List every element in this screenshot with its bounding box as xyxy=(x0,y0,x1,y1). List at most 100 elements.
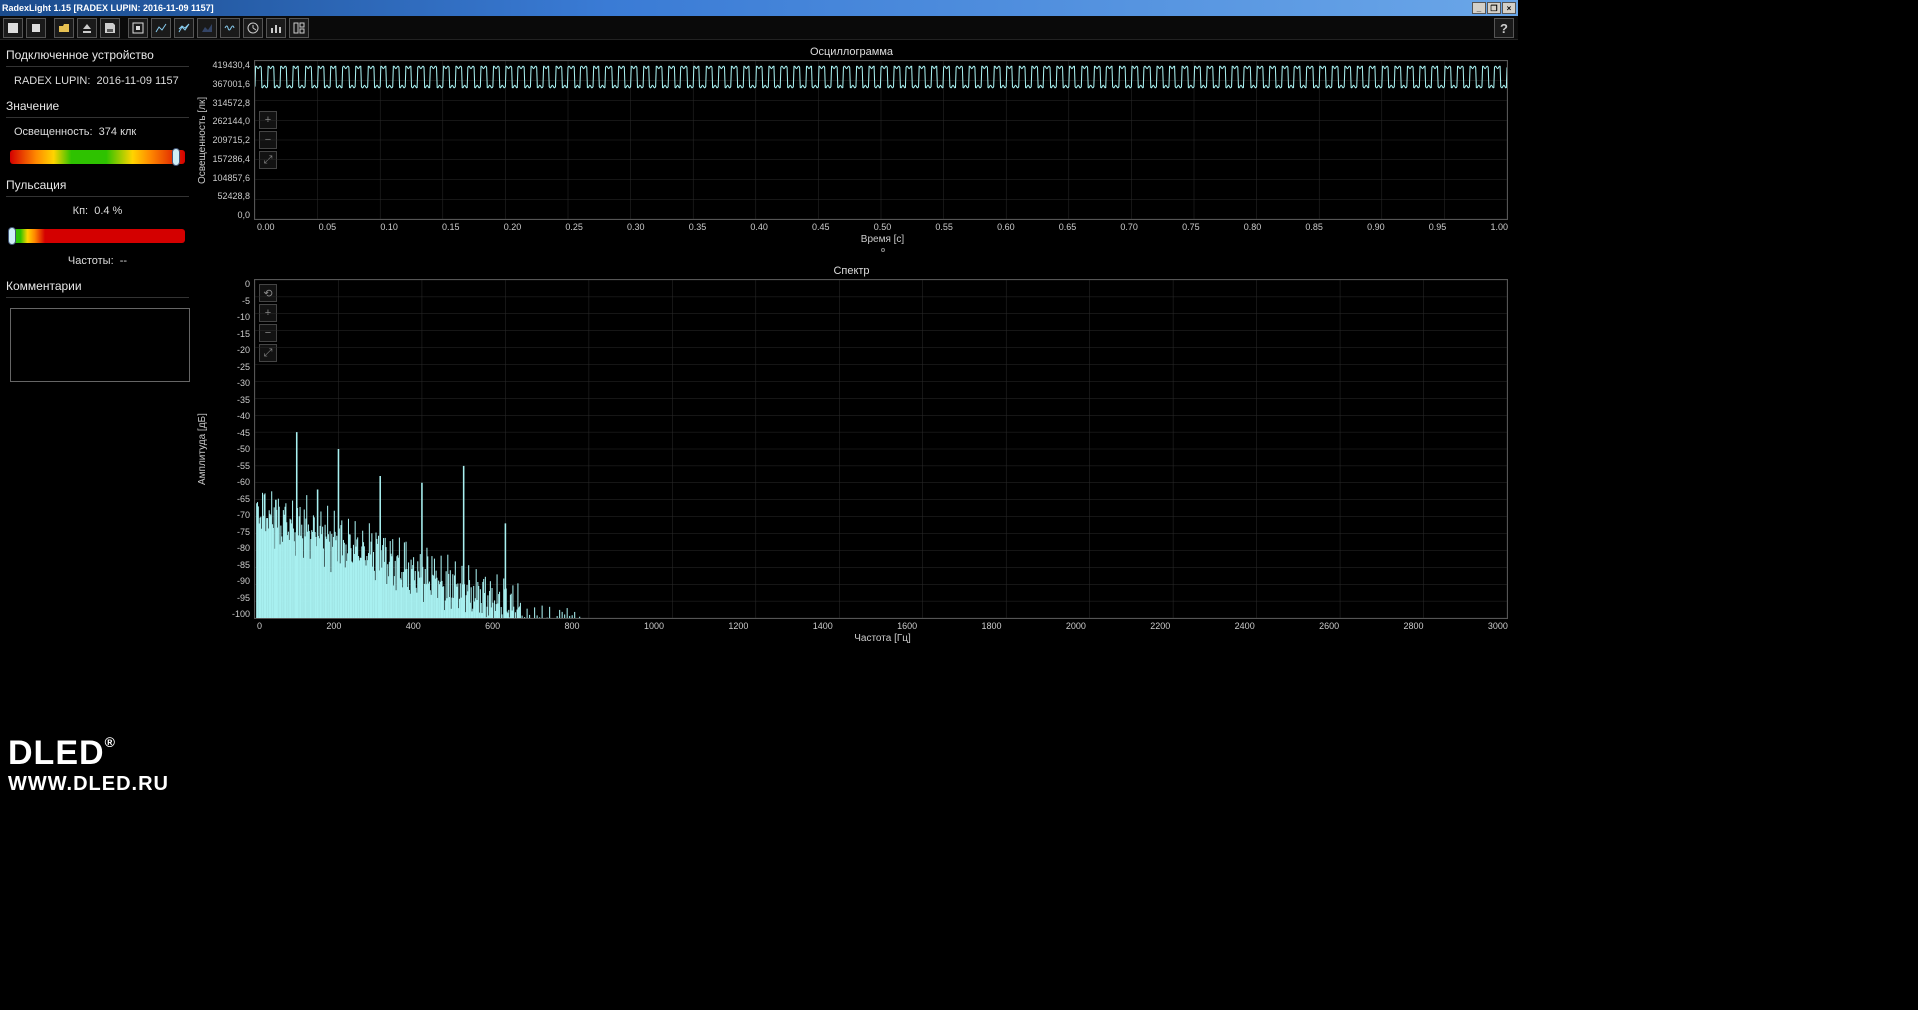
tool-clock-icon[interactable] xyxy=(243,18,263,38)
tick-label: 1000 xyxy=(644,621,664,631)
tick-label: 200 xyxy=(326,621,341,631)
minimize-button[interactable]: _ xyxy=(1472,2,1486,14)
tick-label: -65 xyxy=(210,494,250,504)
illuminance-row: Освещенность: 374 клк xyxy=(6,124,189,146)
oscillogram-xlabel: Время [с] xyxy=(257,234,1508,245)
tick-label: 104857,6 xyxy=(210,173,250,183)
tick-label: -5 xyxy=(210,296,250,306)
close-button[interactable]: × xyxy=(1502,2,1516,14)
comments-section-title: Комментарии xyxy=(6,275,189,298)
tick-label: 2800 xyxy=(1403,621,1423,631)
kp-value: 0.4 % xyxy=(94,205,122,217)
tick-label: -45 xyxy=(210,428,250,438)
tick-label: 1.00 xyxy=(1490,222,1508,232)
toolbar: ? xyxy=(0,16,1518,40)
spectrum-xlabel: Частота [Гц] xyxy=(257,633,1508,644)
tool-chart-line-icon[interactable] xyxy=(151,18,171,38)
illuminance-value: 374 клк xyxy=(99,126,137,138)
tick-label: 157286,4 xyxy=(210,154,250,164)
pulsation-gauge-thumb[interactable] xyxy=(8,227,16,245)
tick-label: -70 xyxy=(210,510,250,520)
tick-label: -40 xyxy=(210,411,250,421)
tick-label: 0.40 xyxy=(750,222,768,232)
maximize-button[interactable]: ❐ xyxy=(1487,2,1501,14)
tick-label: 0.45 xyxy=(812,222,830,232)
spectrum-chart: Спектр Амплитуда [дБ] 0-5-10-15-20-25-30… xyxy=(195,263,1508,644)
frequency-label: Частоты: xyxy=(68,255,114,267)
tick-label: -30 xyxy=(210,378,250,388)
tick-label: 419430,4 xyxy=(210,60,250,70)
tick-label: 209715,2 xyxy=(210,135,250,145)
tool-layout-icon[interactable] xyxy=(289,18,309,38)
sidebar: Подключенное устройство RADEX LUPIN: 201… xyxy=(0,40,195,800)
device-section-title: Подключенное устройство xyxy=(6,44,189,67)
device-info: RADEX LUPIN: 2016-11-09 1157 xyxy=(6,73,189,95)
spectrum-plot[interactable]: ⟲ + − ⤢ xyxy=(254,279,1508,619)
help-button[interactable]: ? xyxy=(1494,18,1514,38)
tool-eject-icon[interactable] xyxy=(77,18,97,38)
tick-label: 0.65 xyxy=(1059,222,1077,232)
tick-label: 400 xyxy=(406,621,421,631)
oscillogram-ylabel: Освещенность [лк] xyxy=(195,60,210,220)
brand-reg: ® xyxy=(105,734,116,750)
illuminance-label: Освещенность: xyxy=(14,126,93,138)
oscillogram-plot[interactable]: + − ⤢ xyxy=(254,60,1508,220)
tool-stop-icon[interactable] xyxy=(26,18,46,38)
value-section-title: Значение xyxy=(6,95,189,118)
tick-label: 800 xyxy=(565,621,580,631)
tick-label: -90 xyxy=(210,576,250,586)
tick-label: 0.75 xyxy=(1182,222,1200,232)
illuminance-gauge-thumb[interactable] xyxy=(172,148,180,166)
tick-label: -85 xyxy=(210,560,250,570)
tick-label: 0.05 xyxy=(319,222,337,232)
tick-label: -60 xyxy=(210,477,250,487)
pulsation-section-title: Пульсация xyxy=(6,174,189,197)
branding-watermark: DLED® WWW.DLED.RU xyxy=(8,734,169,796)
charts-area: Осциллограмма Освещенность [лк] 419430,4… xyxy=(195,40,1518,800)
tool-chart-multi-icon[interactable] xyxy=(174,18,194,38)
oscillogram-title: Осциллограмма xyxy=(195,44,1508,60)
tool-new-icon[interactable] xyxy=(3,18,23,38)
tick-label: -20 xyxy=(210,345,250,355)
tick-label: -75 xyxy=(210,527,250,537)
tick-label: 367001,6 xyxy=(210,79,250,89)
tick-label: 0.25 xyxy=(565,222,583,232)
tick-label: 0 xyxy=(257,621,262,631)
tick-label: -15 xyxy=(210,329,250,339)
tool-chart-area-icon[interactable] xyxy=(197,18,217,38)
tick-label: -35 xyxy=(210,395,250,405)
tick-label: 1200 xyxy=(728,621,748,631)
tick-label: 0.70 xyxy=(1120,222,1138,232)
tick-label: 0.30 xyxy=(627,222,645,232)
tick-label: 1600 xyxy=(897,621,917,631)
tool-open-icon[interactable] xyxy=(54,18,74,38)
frequency-value: -- xyxy=(120,255,127,267)
spectrum-yticks: 0-5-10-15-20-25-30-35-40-45-50-55-60-65-… xyxy=(210,279,254,619)
tick-label: 0.90 xyxy=(1367,222,1385,232)
tick-label: 2200 xyxy=(1150,621,1170,631)
spectrum-ylabel: Амплитуда [дБ] xyxy=(195,279,210,619)
tick-label: 0.00 xyxy=(257,222,275,232)
tick-label: 314572,8 xyxy=(210,98,250,108)
tool-oscillogram-icon[interactable] xyxy=(220,18,240,38)
tick-label: 0 xyxy=(210,279,250,289)
window-titlebar: RadexLight 1.15 [RADEX LUPIN: 2016-11-09… xyxy=(0,0,1518,16)
tool-save-icon[interactable] xyxy=(100,18,120,38)
tick-label: 0.35 xyxy=(689,222,707,232)
pulsation-gauge[interactable] xyxy=(10,229,185,243)
tick-label: -80 xyxy=(210,543,250,553)
tool-record-icon[interactable] xyxy=(128,18,148,38)
comments-textarea[interactable] xyxy=(10,308,190,382)
tick-label: 2600 xyxy=(1319,621,1339,631)
tick-label: 2400 xyxy=(1235,621,1255,631)
tick-label: 262144,0 xyxy=(210,116,250,126)
tool-bars-icon[interactable] xyxy=(266,18,286,38)
kp-label: Кп: xyxy=(73,205,88,217)
tick-label: 600 xyxy=(485,621,500,631)
tick-label: 1400 xyxy=(813,621,833,631)
brand-url: WWW.DLED.RU xyxy=(8,773,169,796)
tick-label: 2000 xyxy=(1066,621,1086,631)
device-name-label: RADEX LUPIN: xyxy=(14,75,90,87)
oscillogram-chart: Осциллограмма Освещенность [лк] 419430,4… xyxy=(195,44,1508,255)
illuminance-gauge[interactable] xyxy=(10,150,185,164)
